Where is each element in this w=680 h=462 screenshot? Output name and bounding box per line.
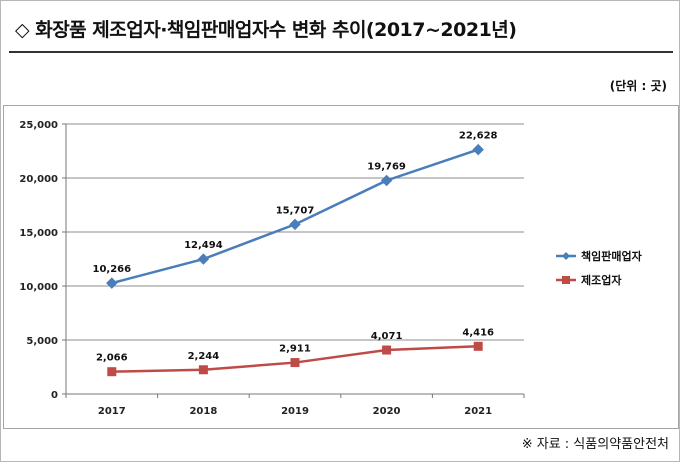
y-tick-label: 5,000 [26, 336, 58, 347]
data-point [472, 143, 484, 156]
data-point [473, 341, 483, 351]
title-divider [9, 51, 673, 53]
data-label: 2,244 [188, 351, 220, 362]
y-tick-label: 20,000 [19, 174, 58, 185]
y-tick-label: 15,000 [19, 228, 58, 239]
data-point [197, 253, 210, 265]
data-label: 19,769 [367, 161, 406, 172]
x-tick-label: 2018 [189, 406, 217, 417]
data-point [382, 345, 392, 355]
data-label: 2,911 [279, 344, 311, 355]
data-label: 4,071 [371, 331, 403, 342]
data-point [107, 367, 117, 377]
data-point [198, 365, 208, 375]
x-tick-label: 2017 [98, 406, 126, 417]
line-chart: 0 5,000 10,000 15,000 20,000 25,000 2017 2018 20… [19, 120, 643, 417]
data-label: 4,416 [462, 327, 494, 338]
data-label: 12,494 [184, 240, 223, 251]
legend-label: 책임판매업자 [581, 249, 643, 263]
data-point [106, 277, 118, 289]
data-label: 15,707 [276, 205, 315, 216]
data-point [380, 174, 393, 187]
x-tick-label: 2021 [464, 406, 492, 417]
legend-label: 제조업자 [581, 273, 622, 287]
y-tick-label: 25,000 [19, 120, 58, 131]
legend-marker [562, 276, 570, 284]
data-point [289, 218, 301, 231]
data-label: 10,266 [93, 264, 132, 275]
y-tick-label: 0 [51, 390, 58, 401]
data-label: 22,628 [459, 131, 498, 142]
y-tick-label: 10,000 [19, 282, 58, 293]
data-label: 2,066 [96, 353, 128, 364]
x-tick-label: 2020 [373, 406, 401, 417]
chart-area: 0 5,000 10,000 15,000 20,000 25,000 2017 2018 20… [3, 105, 679, 429]
unit-label: (단위 : 곳) [609, 79, 667, 93]
x-tick-label: 2019 [281, 406, 309, 417]
page-title: ◇ 화장품 제조업자·책임판매업자수 변화 추이(2017~2021년) [15, 19, 517, 41]
data-point [290, 358, 300, 368]
legend-marker [562, 252, 570, 260]
source-note: ※ 자료 : 식품의약품안전처 [521, 437, 669, 452]
